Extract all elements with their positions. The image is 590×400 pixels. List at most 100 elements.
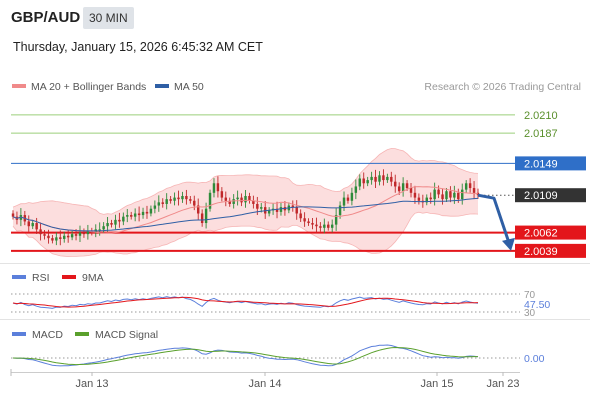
- candle-body: [118, 219, 121, 222]
- candle-body: [394, 181, 397, 187]
- candle-body: [200, 213, 204, 224]
- candle-body: [323, 224, 326, 228]
- candle-body: [244, 195, 247, 203]
- candle-body: [330, 224, 334, 228]
- candle-body: [366, 180, 369, 184]
- ma50-legend-label: MA 50: [174, 81, 204, 93]
- candle-body: [31, 223, 34, 227]
- candle-body: [70, 234, 74, 238]
- candle-body: [133, 213, 137, 217]
- candle-body: [114, 219, 117, 225]
- candle-body: [35, 223, 38, 230]
- candle-body: [453, 192, 456, 198]
- candle-body: [177, 197, 180, 200]
- candle-body: [63, 235, 66, 239]
- candle-body: [358, 178, 362, 187]
- candle-body: [39, 229, 42, 235]
- candle-body: [425, 197, 428, 203]
- candle-body: [346, 197, 350, 201]
- candle-body: [409, 188, 413, 193]
- macd-signal-legend-swatch: [75, 332, 89, 336]
- candle-body: [390, 176, 393, 182]
- candle-body: [51, 238, 54, 241]
- candle-body: [338, 205, 342, 216]
- candle-body: [248, 195, 251, 201]
- macd-legend-label: MACD: [32, 329, 63, 341]
- candle-body: [386, 176, 389, 181]
- last-level-label: 2.0109: [524, 190, 558, 202]
- candle-body: [445, 191, 448, 200]
- resistance-level-label: 2.0187: [524, 128, 558, 140]
- candle-body: [181, 195, 184, 200]
- candle-body: [129, 215, 133, 217]
- pivot-label-tag: [515, 156, 586, 171]
- candle-body: [228, 200, 231, 204]
- candle-body: [457, 192, 460, 200]
- candle-body: [429, 197, 432, 200]
- candle-body: [212, 183, 216, 193]
- candle-body: [106, 223, 109, 227]
- candle-body: [256, 203, 259, 209]
- candle-body: [417, 197, 421, 201]
- timeframe-badge[interactable]: 30 MIN: [83, 7, 134, 29]
- candle-body: [59, 237, 62, 239]
- candle-body: [236, 197, 239, 200]
- candle-body: [165, 199, 168, 204]
- bollinger-upper-band: [12, 148, 479, 215]
- credit-text: Research © 2026 Trading Central: [424, 81, 581, 93]
- support-label-tag: [515, 243, 586, 258]
- candle-body: [208, 192, 212, 209]
- rsi-ma-line: [12, 296, 479, 308]
- candle-body: [11, 213, 15, 217]
- candle-body: [374, 176, 377, 182]
- candle-body: [401, 183, 405, 192]
- candle-body: [437, 189, 440, 195]
- candle-body: [327, 224, 330, 228]
- candle-body: [86, 230, 90, 235]
- candle-body: [43, 234, 46, 236]
- candle-body: [185, 195, 188, 200]
- ma20-line: [12, 186, 479, 234]
- macd-signal-legend-label: MACD Signal: [95, 329, 158, 341]
- candle-body: [441, 194, 444, 200]
- rsi-legend-label: RSI: [32, 272, 50, 284]
- rsi-legend-swatch: [12, 275, 26, 279]
- candle-body: [342, 197, 346, 206]
- last-label-tag: [515, 188, 586, 203]
- candle-body: [279, 207, 283, 212]
- time-tick-label: Jan 15: [420, 378, 453, 390]
- candle-body: [102, 226, 105, 230]
- candle-body: [468, 183, 472, 189]
- candle-body: [153, 205, 157, 209]
- bollinger-lower-band: [12, 211, 479, 258]
- candle-body: [476, 192, 480, 196]
- candle-body: [141, 211, 145, 216]
- rsi-last-value: 47.50: [524, 299, 550, 311]
- support-level-label: 2.0062: [524, 228, 558, 240]
- candle-body: [303, 218, 306, 222]
- candle-body: [169, 199, 172, 201]
- time-tick-label: Jan 13: [75, 378, 108, 390]
- candle-body: [27, 221, 30, 227]
- candle-body: [291, 205, 295, 208]
- candle-body: [216, 183, 220, 192]
- candle-body: [315, 224, 318, 227]
- macd-signal-line: [12, 346, 478, 366]
- rsi-ma-legend-label: 9MA: [82, 272, 104, 284]
- candle-body: [433, 189, 436, 200]
- candle-body: [334, 215, 338, 225]
- candle-body: [55, 237, 58, 241]
- level-labels-layer[interactable]: 2.0210 2.0187 2.0149 2.0109 2.0062 2.0039: [515, 110, 586, 258]
- rsi-tick-label: 30: [524, 308, 536, 319]
- candle-body: [149, 208, 153, 214]
- support-label-tag: [515, 225, 586, 240]
- forecast-arrowhead: [502, 237, 515, 251]
- candle-body: [370, 176, 373, 181]
- macd-legend-swatch: [12, 332, 26, 336]
- candle-body: [161, 202, 164, 204]
- ma20-legend-swatch: [12, 84, 26, 88]
- candle-body: [145, 211, 149, 214]
- ma50-line: [12, 197, 479, 232]
- timestamp: Thursday, January 15, 2026 6:45:32 AM CE…: [13, 40, 263, 54]
